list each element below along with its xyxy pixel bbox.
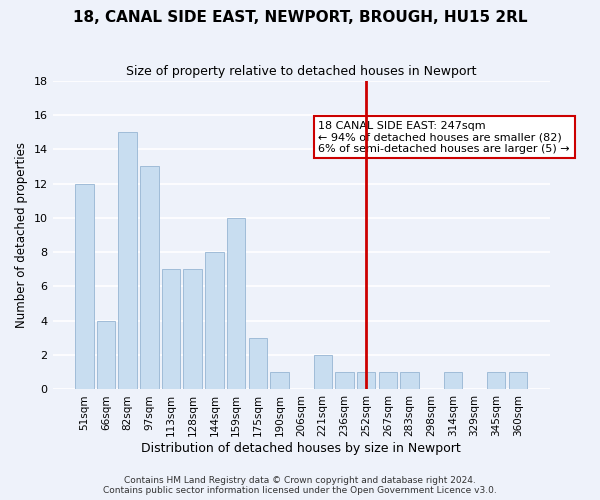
- Bar: [118, 132, 137, 390]
- Bar: [97, 321, 115, 390]
- Bar: [357, 372, 375, 390]
- Bar: [248, 338, 267, 390]
- Bar: [184, 270, 202, 390]
- X-axis label: Distribution of detached houses by size in Newport: Distribution of detached houses by size …: [141, 442, 461, 455]
- Bar: [400, 372, 419, 390]
- Text: 18 CANAL SIDE EAST: 247sqm
← 94% of detached houses are smaller (82)
6% of semi-: 18 CANAL SIDE EAST: 247sqm ← 94% of deta…: [319, 120, 570, 154]
- Bar: [75, 184, 94, 390]
- Text: Contains HM Land Registry data © Crown copyright and database right 2024.
Contai: Contains HM Land Registry data © Crown c…: [103, 476, 497, 495]
- Bar: [270, 372, 289, 390]
- Bar: [227, 218, 245, 390]
- Bar: [487, 372, 505, 390]
- Bar: [314, 355, 332, 390]
- Text: 18, CANAL SIDE EAST, NEWPORT, BROUGH, HU15 2RL: 18, CANAL SIDE EAST, NEWPORT, BROUGH, HU…: [73, 10, 527, 25]
- Title: Size of property relative to detached houses in Newport: Size of property relative to detached ho…: [126, 65, 476, 78]
- Bar: [379, 372, 397, 390]
- Bar: [509, 372, 527, 390]
- Y-axis label: Number of detached properties: Number of detached properties: [15, 142, 28, 328]
- Bar: [140, 166, 158, 390]
- Bar: [205, 252, 224, 390]
- Bar: [443, 372, 462, 390]
- Bar: [335, 372, 353, 390]
- Bar: [162, 270, 180, 390]
